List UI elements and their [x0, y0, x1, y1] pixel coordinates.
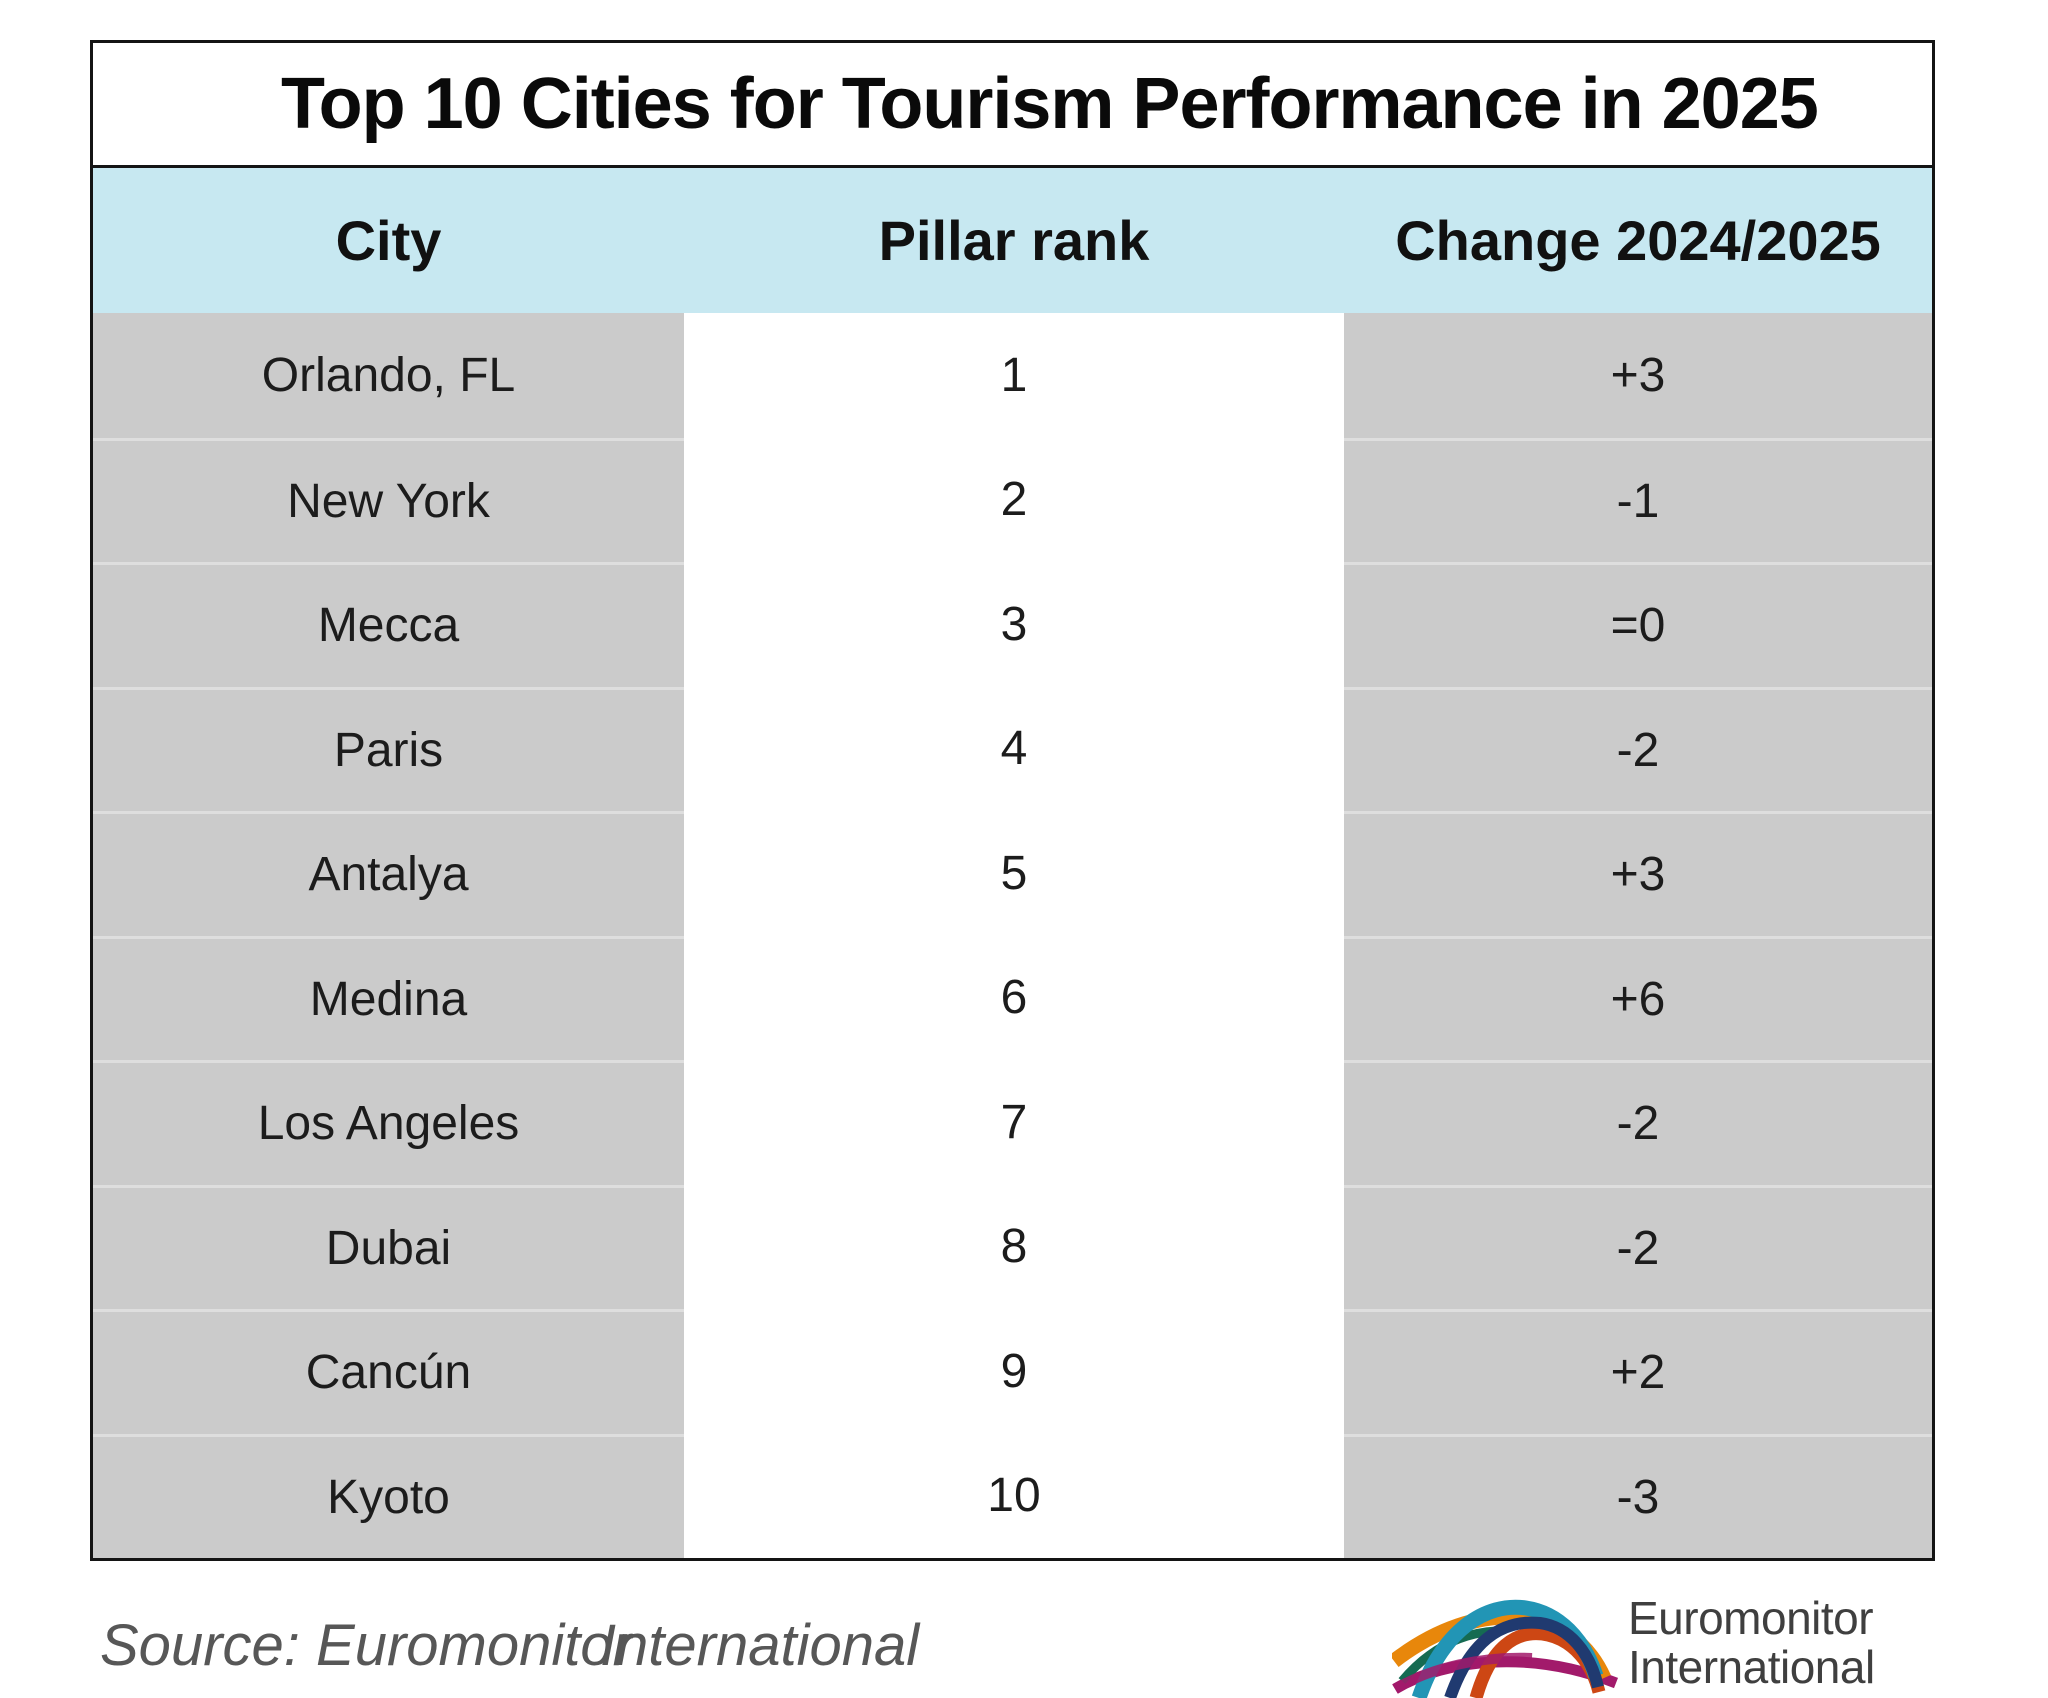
- source-caption: Source: EuromonitorInternational: [100, 1613, 920, 1678]
- column-header-change: Change 2024/2025: [1395, 209, 1881, 272]
- cell-change: +3: [1344, 811, 1932, 936]
- cell-city: Paris: [93, 686, 684, 811]
- cell-change: -1: [1344, 437, 1932, 562]
- cell-city: Antalya: [93, 811, 684, 936]
- column-header-pillar-rank: Pillar rank: [878, 209, 1150, 272]
- cell-change: +3: [1344, 313, 1932, 438]
- euromonitor-logo-text: Euromonitor International: [1628, 1594, 1875, 1692]
- cell-city: Kyoto: [93, 1433, 684, 1558]
- source-prefix: Source:: [100, 1613, 300, 1678]
- cell-city: Medina: [93, 935, 684, 1060]
- cell-rank: 9: [684, 1309, 1344, 1434]
- cell-rank: 5: [684, 811, 1344, 936]
- cell-change: +6: [1344, 935, 1932, 1060]
- cell-rank: 7: [684, 1060, 1344, 1185]
- cell-rank: 6: [684, 935, 1344, 1060]
- cell-city: Mecca: [93, 562, 684, 687]
- table-row: Dubai 8 -2: [93, 1184, 1932, 1309]
- table-row: Los Angeles 7 -2: [93, 1060, 1932, 1185]
- logo-text-line1: Euromonitor: [1628, 1592, 1874, 1644]
- logo-text-line2: International: [1628, 1641, 1875, 1693]
- cell-change: -2: [1344, 1184, 1932, 1309]
- cell-city: Cancún: [93, 1309, 684, 1434]
- cell-rank: 8: [684, 1184, 1344, 1309]
- table-title-row: Top 10 Cities for Tourism Performance in…: [93, 43, 1932, 168]
- cell-change: +2: [1344, 1309, 1932, 1434]
- table-row: Orlando, FL 1 +3: [93, 313, 1932, 438]
- cell-rank: 4: [684, 686, 1344, 811]
- table-row: Kyoto 10 -3: [93, 1433, 1932, 1558]
- cell-city: Los Angeles: [93, 1060, 684, 1185]
- euromonitor-globe-arcs-icon: [1392, 1599, 1619, 1698]
- source-name-second: International: [599, 1613, 920, 1678]
- cell-change: =0: [1344, 562, 1932, 687]
- table-row: Medina 6 +6: [93, 935, 1932, 1060]
- cell-city: Dubai: [93, 1184, 684, 1309]
- column-header-city: City: [335, 209, 442, 272]
- table-row: Antalya 5 +3: [93, 811, 1932, 936]
- cell-rank: 10: [684, 1433, 1344, 1558]
- table-header-row: City Pillar rank Change 2024/2025: [93, 168, 1932, 313]
- cell-change: -2: [1344, 686, 1932, 811]
- cell-rank: 3: [684, 562, 1344, 687]
- cell-change: -3: [1344, 1433, 1932, 1558]
- table-row: Paris 4 -2: [93, 686, 1932, 811]
- table-row: Cancún 9 +2: [93, 1309, 1932, 1434]
- page-title: Top 10 Cities for Tourism Performance in…: [281, 64, 1819, 144]
- cell-city: Orlando, FL: [93, 313, 684, 438]
- source-name-first: Euromonitor: [316, 1613, 632, 1678]
- cell-rank: 2: [684, 437, 1344, 562]
- table-row: New York 2 -1: [93, 437, 1932, 562]
- tourism-performance-table: Top 10 Cities for Tourism Performance in…: [90, 40, 1935, 1561]
- cell-rank: 1: [684, 313, 1344, 438]
- table-row: Mecca 3 =0: [93, 562, 1932, 687]
- cell-city: New York: [93, 437, 684, 562]
- cell-change: -2: [1344, 1060, 1932, 1185]
